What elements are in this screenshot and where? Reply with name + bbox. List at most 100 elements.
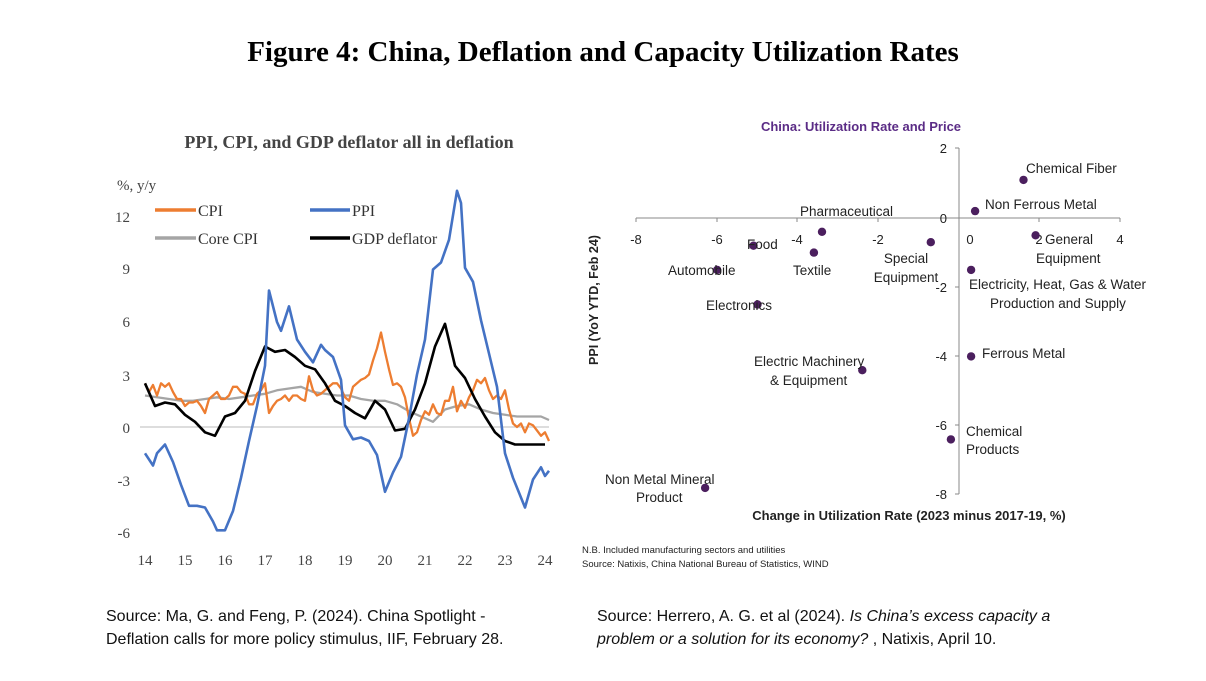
right-source-suffix: , Natixis, April 10. <box>872 631 997 648</box>
x-tick-label: 0 <box>966 232 973 247</box>
x-tick-label: -2 <box>872 232 884 247</box>
y-tick-label: 6 <box>123 315 131 331</box>
point-label-general-equipment: Equipment <box>1036 251 1101 266</box>
scatter-point-electronics <box>753 300 762 309</box>
x-tick-label: 18 <box>298 553 313 569</box>
scatter-point-chemical-fiber <box>1019 175 1028 185</box>
point-label-general-equipment: General <box>1045 232 1093 247</box>
x-tick-label: 14 <box>138 553 154 569</box>
figure-title: Figure 4: China, Deflation and Capacity … <box>247 36 959 68</box>
scatter-point-ferrous-metal <box>966 352 976 361</box>
scatter-point-non-ferrous-metal <box>970 206 980 216</box>
left-x-axis: 14 15 16 17 18 19 20 21 22 23 24 <box>138 553 554 569</box>
right-source-prefix: Source: Herrero, A. G. et al (2024). <box>597 608 850 625</box>
left-series-group <box>143 189 551 532</box>
x-tick-label: 19 <box>338 553 353 569</box>
point-label-food: Food <box>747 237 778 252</box>
left-y-axis: 12 9 6 3 0 -3 -6 <box>115 210 131 542</box>
point-label-non-metal-mineral: Product <box>636 490 683 505</box>
point-label-ferrous-metal: Ferrous Metal <box>982 346 1065 361</box>
legend-label-ppi: PPI <box>352 203 375 220</box>
left-source: Source: Ma, G. and Feng, P. (2024). Chin… <box>106 605 503 651</box>
x-tick-label: 24 <box>538 553 554 569</box>
right-source-title: Is China’s excess capacity a <box>849 608 1051 625</box>
series-line-cpi <box>143 331 551 442</box>
point-label-chemical-fiber: Chemical Fiber <box>1026 161 1117 176</box>
scatter-point-pharmaceutical <box>817 227 827 236</box>
y-tick-label: -4 <box>935 349 947 364</box>
x-tick-label: 21 <box>418 553 433 569</box>
left-chart-title: PPI, CPI, and GDP deflator all in deflat… <box>184 132 513 152</box>
axis-tick-marks <box>635 147 1121 495</box>
y-tick-label: 0 <box>940 211 947 226</box>
x-tick-label: 17 <box>258 553 274 569</box>
point-label-special-equipment: Special <box>884 251 928 266</box>
scatter-point-automobile <box>713 265 722 275</box>
y-tick-label: 2 <box>940 141 947 156</box>
left-chart: PPI, CPI, and GDP deflator all in deflat… <box>115 132 553 569</box>
left-source-line-2: Deflation calls for more policy stimulus… <box>106 631 504 648</box>
scatter-y-ticks: 2 0 -2 -4 -6 -8 <box>935 141 947 502</box>
point-label-non-metal-mineral: Non Metal Mineral <box>605 472 715 487</box>
x-tick-label: 23 <box>498 553 513 569</box>
point-label-electric-machinery: & Equipment <box>770 373 848 388</box>
scatter-point-special-equipment <box>926 238 935 247</box>
scatter-point-chemical-products <box>946 435 956 444</box>
y-tick-label: -2 <box>935 280 947 295</box>
point-label-chemical-products: Products <box>966 442 1020 457</box>
point-label-electricity: Production and Supply <box>990 296 1126 311</box>
point-label-automobile: Automobile <box>668 263 736 278</box>
point-label-non-ferrous-metal: Non Ferrous Metal <box>985 197 1097 212</box>
legend-label-gdp-deflator: GDP deflator <box>352 231 438 248</box>
right-source-title-cont: problem or a solution for its economy? <box>597 631 873 648</box>
legend-label-core-cpi: Core CPI <box>198 231 258 248</box>
scatter-note: N.B. Included manufacturing sectors and … <box>582 545 786 556</box>
x-tick-label: -4 <box>791 232 803 247</box>
scatter-x-ticks: -8 -6 -4 -2 0 2 4 <box>630 232 1123 247</box>
series-line-core-cpi <box>144 385 550 423</box>
series-line-ppi <box>143 189 551 532</box>
x-tick-label: -6 <box>711 232 723 247</box>
point-label-pharmaceutical: Pharmaceutical <box>800 204 893 219</box>
scatter-point-textile <box>809 248 819 257</box>
scatter-point-electricity-heat-gas-water-production-and-supply <box>966 265 976 275</box>
x-tick-label: 4 <box>1116 232 1123 247</box>
scatter-points-group <box>700 175 1040 493</box>
right-source-line-1: Source: Herrero, A. G. et al (2024). Is … <box>597 605 1050 628</box>
point-label-electronics: Electronics <box>706 298 772 313</box>
right-chart: China: Utilization Rate and Price -8 -6 … <box>587 119 1147 523</box>
series-line-gdp-deflator <box>143 322 545 446</box>
point-label-chemical-products: Chemical <box>966 424 1022 439</box>
scatter-point-non-metal-mineral-product <box>700 483 710 493</box>
point-label-electricity: Electricity, Heat, Gas & Water <box>969 277 1147 292</box>
y-tick-label: 0 <box>123 421 131 437</box>
legend-label-cpi: CPI <box>198 203 223 220</box>
y-tick-label: -6 <box>935 418 947 433</box>
y-tick-label: 12 <box>115 210 130 226</box>
x-tick-label: 15 <box>178 553 193 569</box>
right-source: Source: Herrero, A. G. et al (2024). Is … <box>597 605 1050 651</box>
scatter-y-axis-title: PPI (YoY YTD, Feb 24) <box>587 235 601 365</box>
x-tick-label: 2 <box>1035 232 1042 247</box>
scatter-point-labels: Chemical Fiber Non Ferrous Metal General… <box>605 161 1147 505</box>
y-tick-label: -3 <box>118 474 131 490</box>
left-source-line-1: Source: Ma, G. and Feng, P. (2024). Chin… <box>106 608 486 625</box>
right-source-line-2: problem or a solution for its economy? ,… <box>597 628 1050 651</box>
point-label-electric-machinery: Electric Machinery <box>754 354 865 369</box>
x-tick-label: 16 <box>218 553 234 569</box>
x-tick-label: 20 <box>378 553 393 569</box>
scatter-point-food <box>749 241 758 250</box>
x-tick-label: -8 <box>630 232 642 247</box>
scatter-point-electric-machinery-equipment <box>858 366 867 375</box>
left-chart-y-unit: %, y/y <box>117 178 157 194</box>
left-legend: CPI PPI Core CPI GDP deflator <box>155 203 438 248</box>
point-label-textile: Textile <box>793 263 831 278</box>
y-tick-label: -6 <box>118 526 131 542</box>
y-tick-label: 3 <box>123 369 131 385</box>
scatter-point-general-equipment <box>1031 231 1040 240</box>
scatter-x-axis-title: Change in Utilization Rate (2023 minus 2… <box>752 508 1066 523</box>
right-chart-title: China: Utilization Rate and Price <box>761 119 961 134</box>
y-tick-label: 9 <box>123 262 131 278</box>
scatter-source: Source: Natixis, China National Bureau o… <box>582 559 829 570</box>
